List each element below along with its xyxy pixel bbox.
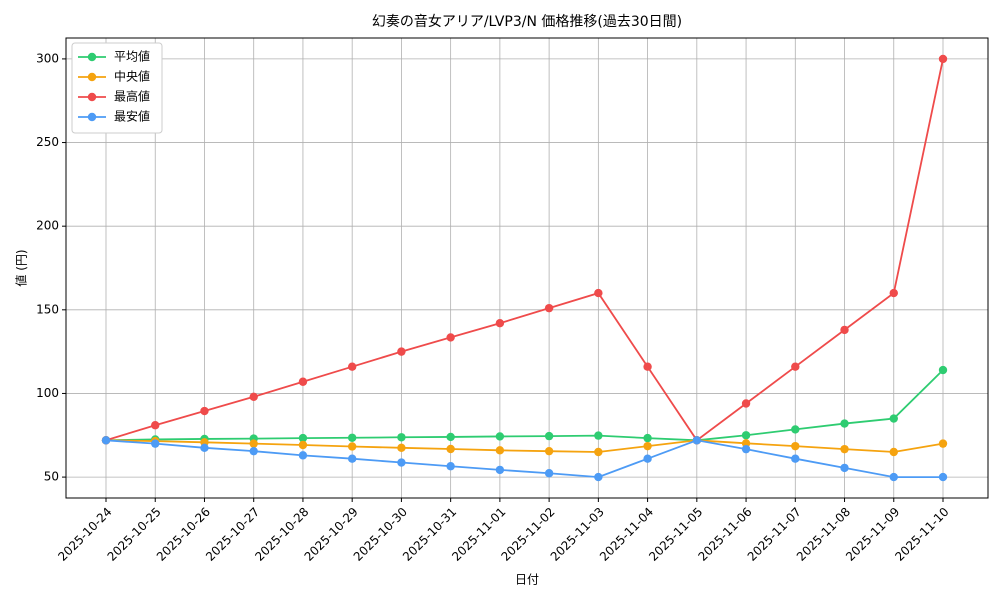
series-line [105,58,944,442]
legend-marker [87,52,97,62]
data-point [643,362,652,371]
y-tick-label: 50 [44,470,59,484]
legend-label: 平均値 [114,49,150,64]
y-tick-label: 150 [36,302,59,316]
data-point [347,454,357,463]
data-point [840,463,849,473]
data-point [840,325,849,335]
data-point [741,399,751,408]
data-point [200,406,209,416]
series-line [105,439,944,453]
data-point [298,433,308,443]
data-point [495,446,505,455]
data-point [594,431,603,440]
data-point [643,441,652,451]
data-point [840,444,849,454]
legend-marker [87,112,97,122]
data-point [840,419,849,428]
data-point [397,458,406,467]
data-point [347,362,357,371]
legend-label: 最高値 [114,89,150,104]
data-point [200,443,209,453]
data-point [446,462,455,471]
data-point [298,440,308,450]
data-point [741,431,751,440]
y-tick-label: 250 [36,135,59,149]
data-point [889,288,898,298]
data-point [495,465,505,475]
data-point [347,433,357,442]
data-point [347,442,357,451]
y-axis-label: 値 (円) [14,249,29,286]
data-point [643,454,652,463]
data-point [594,447,603,457]
data-point [249,446,258,456]
data-point [938,472,948,482]
legend-label: 最安値 [114,109,150,124]
data-point [544,446,554,456]
data-point [446,444,455,454]
data-point [741,444,751,454]
y-tick-label: 200 [36,219,59,233]
data-point [298,451,308,460]
data-point [594,472,603,482]
data-point [495,432,505,441]
data-point [938,365,948,375]
plot-frame [65,37,989,499]
data-point [889,472,898,482]
legend-label: 中央値 [114,69,150,84]
legend-marker [87,92,97,102]
data-point [298,377,308,386]
data-point [151,421,160,430]
data-point [249,439,258,448]
data-point [249,392,258,401]
data-point [594,288,603,298]
data-point [791,454,800,463]
data-point [791,441,800,451]
data-point [101,436,111,445]
data-point [446,432,455,442]
y-tick-label: 300 [36,51,59,65]
data-point [889,447,898,457]
legend-box [71,42,163,134]
data-point [544,469,554,478]
data-point [741,439,751,448]
data-point [791,425,800,434]
legend-marker [87,72,97,82]
data-point [938,54,948,64]
data-point [446,333,455,342]
data-point [938,439,948,448]
data-point [544,431,554,441]
chart-title: 幻奏の音女アリア/LVP3/N 価格推移(過去30日間) [372,13,682,30]
data-point [544,303,554,313]
x-axis-label: 日付 [515,573,539,587]
data-point [397,443,406,453]
data-point [643,433,652,443]
series-line [105,369,944,442]
data-point [692,436,702,445]
data-point [791,362,800,371]
data-point [397,347,406,356]
data-point [397,433,406,442]
data-point [151,439,160,448]
data-point [495,319,505,328]
data-point [889,414,898,423]
series-line [105,439,943,479]
y-tick-label: 100 [36,386,59,400]
